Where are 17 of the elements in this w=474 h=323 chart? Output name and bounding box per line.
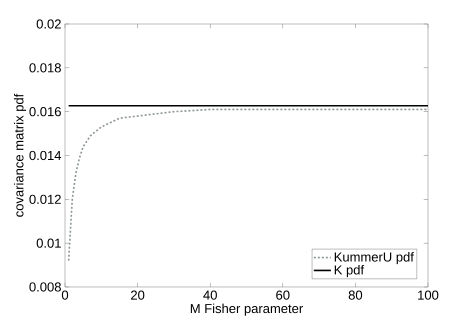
x-tick-label: 0 xyxy=(62,290,68,300)
x-tick-label: 20 xyxy=(131,290,144,300)
y-tick-label: 0.01 xyxy=(36,238,61,248)
y-tick-label: 0.008 xyxy=(29,282,61,292)
x-tick-label: 60 xyxy=(276,290,290,300)
y-tick-label: 0.018 xyxy=(29,63,61,72)
legend-label: KummerU pdf xyxy=(334,252,414,264)
y-tick-label: 0.02 xyxy=(36,19,61,29)
x-axis-title: M Fisher parameter xyxy=(190,304,303,316)
y-tick-label: 0.012 xyxy=(29,194,61,204)
y-tick-label: 0.016 xyxy=(29,107,61,116)
x-tick-label: 80 xyxy=(348,290,362,300)
y-axis-title: covariance matrix pdf xyxy=(14,94,26,217)
x-tick-label: 100 xyxy=(418,290,438,300)
legend-label: K pdf xyxy=(334,264,364,278)
x-tick-label: 40 xyxy=(203,290,217,300)
y-tick-label: 0.014 xyxy=(29,150,62,160)
